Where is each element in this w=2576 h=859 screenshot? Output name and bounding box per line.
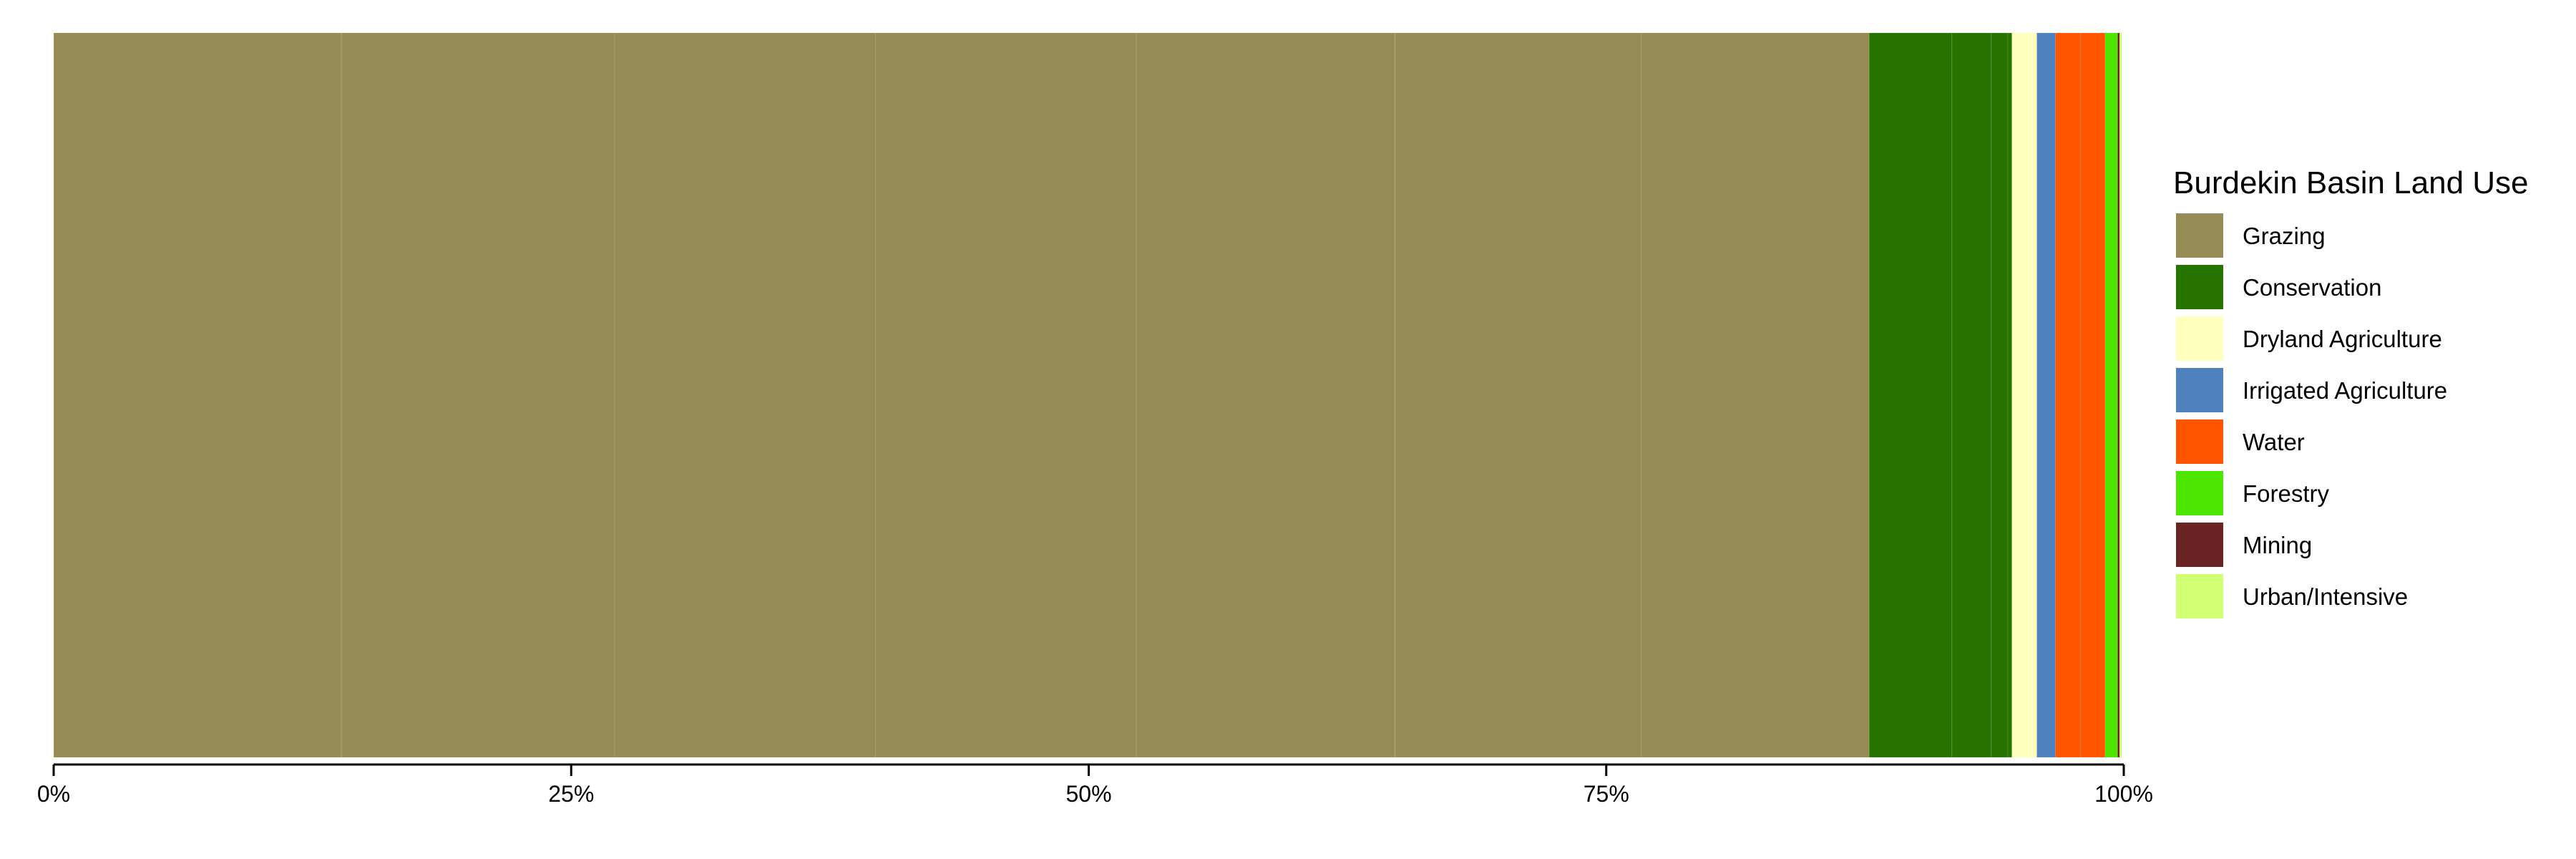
legend-key-irrigated-agriculture [2175, 367, 2225, 414]
x-tick-label-2: 50% [1065, 781, 1111, 807]
bar-segment-grazing-6 [1641, 32, 1870, 758]
bar-segment-grazing-1 [341, 32, 615, 758]
legend-label-water: Water [2243, 429, 2305, 455]
bar-segment-water-14 [2079, 32, 2106, 758]
legend-label-urban-intensive: Urban/Intensive [2243, 583, 2408, 610]
legend: Burdekin Basin Land Use Grazing Conservat… [2173, 165, 2529, 620]
legend-label-mining: Mining [2243, 532, 2312, 558]
legend-label-irrigated-agriculture: Irrigated Agriculture [2243, 377, 2447, 404]
bar-segment-conservation-7 [1868, 32, 1953, 758]
x-tick-label-4: 100% [2094, 781, 2153, 807]
bar-segment-grazing-0 [53, 32, 342, 758]
x-axis: 0% 25% 50% 75% 100% [37, 763, 2153, 807]
legend-key-forestry [2175, 470, 2225, 517]
legend-label-conservation: Conservation [2243, 274, 2381, 301]
legend-key-urban-intensive [2175, 573, 2225, 620]
bar-segment-grazing-5 [1395, 32, 1642, 758]
bar-segment-grazing-4 [1136, 32, 1396, 758]
legend-key-conservation [2175, 263, 2225, 311]
legend-key-grazing [2175, 212, 2225, 259]
bar-segment-water-13 [2055, 32, 2081, 758]
legend-key-dryland-agriculture [2175, 315, 2225, 362]
legend-label-dryland-agriculture: Dryland Agriculture [2243, 326, 2442, 352]
bar-segment-dryland-agriculture-11 [2011, 32, 2038, 758]
legend-key-mining [2175, 521, 2225, 568]
stacked-bar [53, 32, 2122, 758]
x-tick-label-0: 0% [37, 781, 70, 807]
bar-segment-conservation-8 [1951, 32, 1992, 758]
legend-key-water [2175, 418, 2225, 465]
x-tick-label-1: 25% [548, 781, 594, 807]
legend-title: Burdekin Basin Land Use [2173, 165, 2529, 200]
bar-segment-forestry-15 [2104, 32, 2118, 758]
bar-segment-conservation-9 [1991, 32, 2009, 758]
bar-segment-grazing-3 [875, 32, 1137, 758]
legend-label-grazing: Grazing [2243, 223, 2326, 249]
bar-segment-urban-intensive-17 [2119, 32, 2122, 758]
legend-label-forestry: Forestry [2243, 480, 2330, 507]
bar-segment-irrigated-agriculture-12 [2036, 32, 2057, 758]
x-tick-label-3: 75% [1584, 781, 1629, 807]
bar-segment-grazing-2 [614, 32, 877, 758]
bar-segment-conservation-10 [2007, 32, 2013, 758]
